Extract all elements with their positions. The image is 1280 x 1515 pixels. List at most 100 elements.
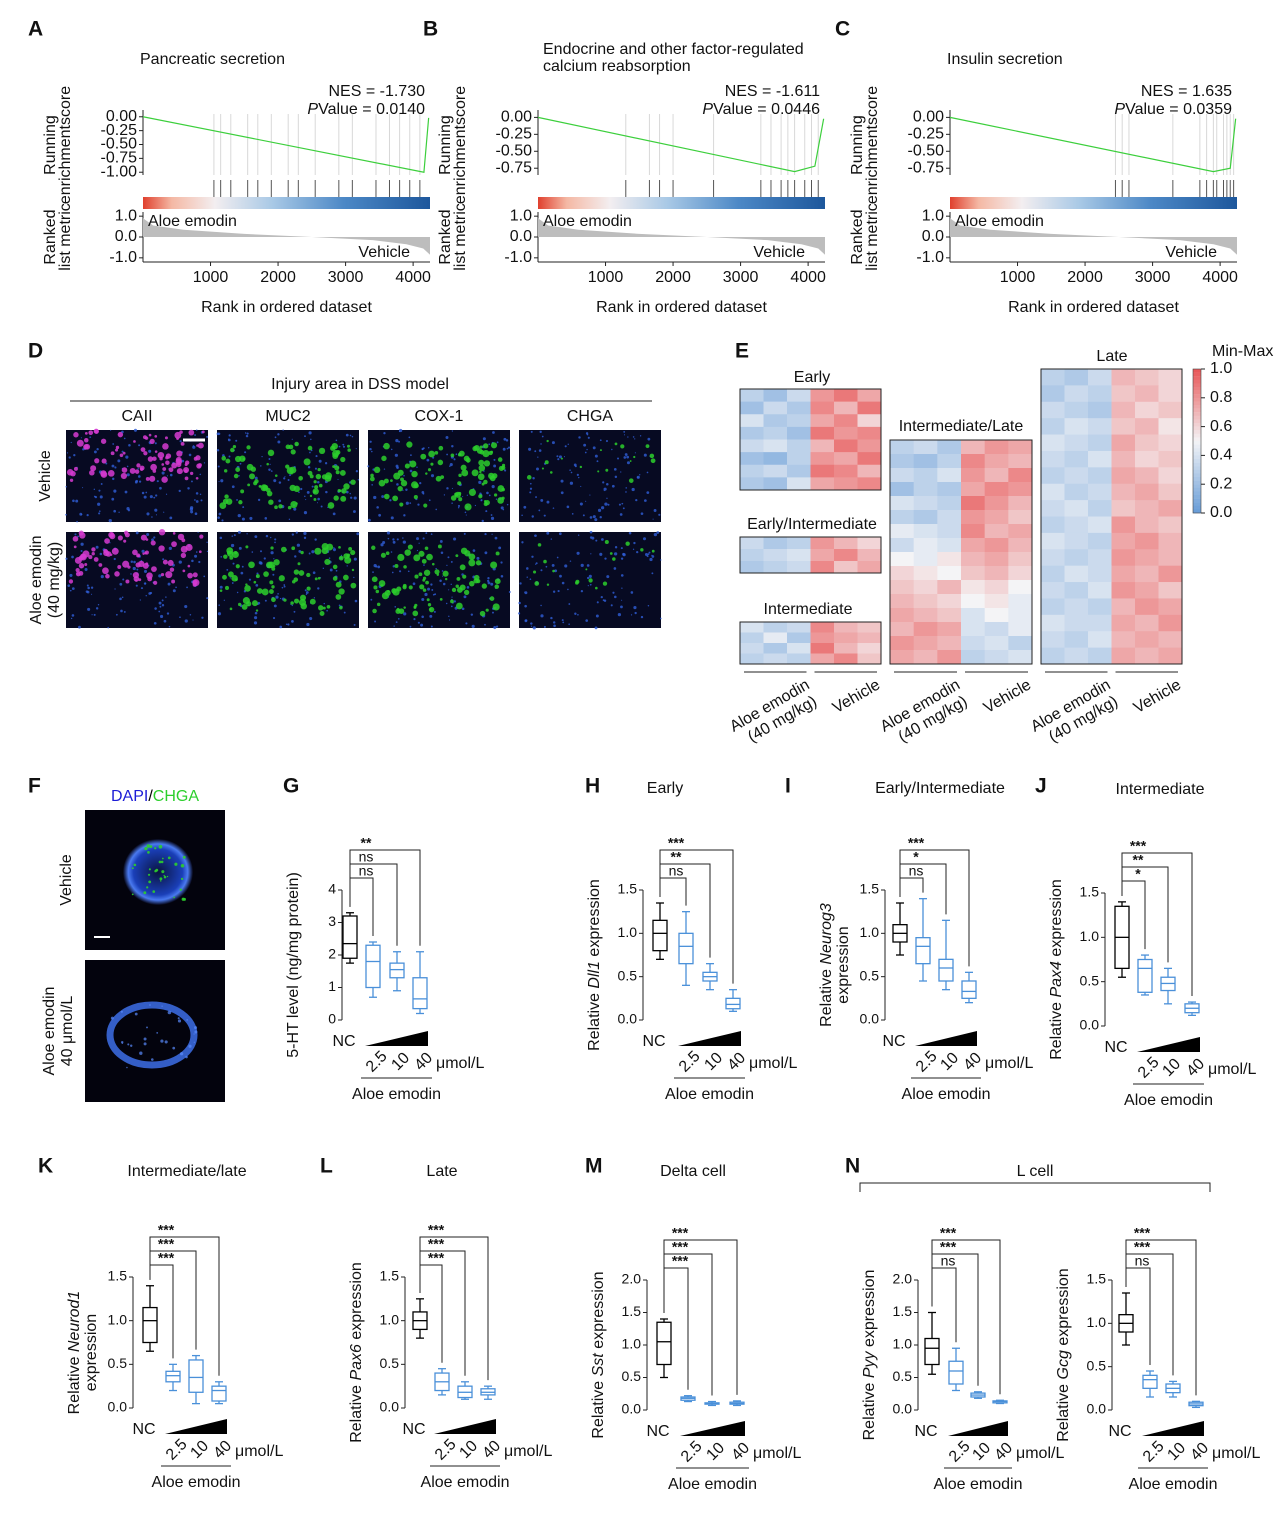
image-speckle bbox=[123, 530, 129, 535]
negative-label: Vehicle bbox=[358, 244, 410, 261]
image-speckle bbox=[465, 457, 471, 463]
image-speckle bbox=[201, 430, 205, 434]
y-axis-label-part: expression bbox=[1048, 879, 1065, 961]
image-speckle bbox=[529, 482, 532, 485]
image-speckle bbox=[287, 623, 290, 626]
image-speckle bbox=[111, 497, 115, 501]
heatmap-cell bbox=[763, 477, 788, 491]
image-speckle bbox=[474, 504, 477, 507]
image-speckle bbox=[335, 470, 340, 475]
image-speckle bbox=[428, 447, 430, 449]
category-label: 40 bbox=[724, 1049, 749, 1074]
heatmap-cell bbox=[1008, 552, 1033, 567]
image-speckle bbox=[348, 546, 353, 551]
image-speckle bbox=[195, 492, 199, 495]
image-speckle bbox=[166, 612, 170, 615]
heatmap-cell bbox=[1111, 500, 1136, 517]
image-speckle bbox=[107, 626, 109, 629]
image-speckle bbox=[267, 449, 275, 457]
image-speckle bbox=[131, 893, 134, 896]
heatmap-cell bbox=[890, 510, 915, 525]
image-speckle bbox=[235, 467, 241, 472]
image-speckle bbox=[611, 448, 613, 451]
image-speckle bbox=[163, 875, 167, 879]
image-speckle bbox=[295, 531, 298, 534]
image-speckle bbox=[244, 585, 251, 592]
image-speckle bbox=[345, 433, 349, 437]
image-speckle bbox=[218, 604, 220, 606]
image-speckle bbox=[394, 606, 397, 608]
panel-letter: I bbox=[785, 775, 791, 798]
colorbar-step bbox=[1193, 448, 1201, 452]
image-speckle bbox=[502, 447, 506, 451]
image-speckle bbox=[320, 505, 323, 508]
image-speckle bbox=[104, 538, 110, 544]
heatmap-cell bbox=[961, 608, 986, 623]
colorbar-step bbox=[1193, 387, 1201, 391]
image-speckle bbox=[151, 566, 157, 573]
image-speckle bbox=[450, 495, 457, 501]
heatmap-frame bbox=[739, 388, 882, 491]
image-speckle bbox=[307, 465, 311, 469]
y-tick-label: 1.5 bbox=[618, 881, 638, 897]
image-speckle bbox=[173, 896, 175, 899]
y-axis-label: Running bbox=[849, 115, 866, 175]
heatmap-cell bbox=[1088, 516, 1112, 534]
category-label: 40 bbox=[1187, 1439, 1212, 1464]
image-speckle bbox=[448, 589, 450, 591]
image-speckle bbox=[133, 440, 136, 443]
image-speckle bbox=[235, 564, 240, 569]
image-speckle bbox=[394, 453, 398, 457]
image-speckle bbox=[489, 475, 496, 482]
heatmap-cell bbox=[787, 561, 811, 574]
heatmap-cell bbox=[984, 496, 1009, 511]
y-tick-label: 1.5 bbox=[860, 881, 880, 897]
box bbox=[342, 915, 358, 959]
image-speckle bbox=[169, 567, 175, 572]
box bbox=[365, 944, 381, 989]
image-speckle bbox=[633, 455, 636, 459]
image-speckle bbox=[143, 1037, 147, 1041]
image-speckle bbox=[217, 516, 220, 519]
image-speckle bbox=[255, 574, 260, 579]
image-speckle bbox=[590, 553, 592, 555]
image-speckle bbox=[479, 445, 483, 449]
panel-letter: K bbox=[38, 1155, 53, 1178]
heatmap-cell bbox=[1111, 565, 1136, 583]
image-speckle bbox=[113, 509, 117, 513]
image-speckle bbox=[178, 489, 181, 493]
image-speckle bbox=[409, 469, 413, 473]
category-label: 10 bbox=[456, 1437, 481, 1462]
box bbox=[725, 997, 741, 1010]
image-speckle bbox=[647, 553, 650, 556]
heatmap-cell bbox=[810, 439, 835, 453]
row-label: Aloe emodin bbox=[41, 987, 58, 1076]
image-speckle bbox=[633, 606, 637, 610]
category-label: 10 bbox=[1164, 1439, 1189, 1464]
heatmap-cell bbox=[1041, 549, 1065, 567]
image-speckle bbox=[144, 436, 149, 440]
image-speckle bbox=[220, 556, 223, 558]
row-label: Vehicle bbox=[37, 450, 54, 502]
x-tick-label: 1000 bbox=[588, 269, 624, 286]
image-speckle bbox=[546, 531, 550, 535]
image-speckle bbox=[578, 436, 581, 439]
image-speckle bbox=[291, 619, 294, 623]
image-speckle bbox=[526, 567, 529, 570]
image-speckle bbox=[444, 577, 448, 581]
colorbar-tick-label: 0.4 bbox=[1210, 447, 1232, 464]
heatmap-frame bbox=[1040, 368, 1183, 665]
image-speckle bbox=[640, 512, 644, 515]
image-speckle bbox=[539, 430, 542, 434]
image-speckle bbox=[168, 625, 171, 628]
image-speckle bbox=[634, 611, 637, 615]
y-axis-label: Relative Sst expression bbox=[590, 1271, 607, 1438]
image-speckle bbox=[241, 517, 245, 521]
colorbar-step bbox=[1193, 487, 1201, 492]
image-speckle bbox=[427, 587, 431, 591]
heatmap-cell bbox=[740, 643, 764, 654]
image-speckle bbox=[423, 569, 431, 576]
y-tick-label: 2.0 bbox=[893, 1271, 913, 1287]
heatmap-cell bbox=[740, 537, 764, 550]
image-speckle bbox=[74, 533, 77, 536]
